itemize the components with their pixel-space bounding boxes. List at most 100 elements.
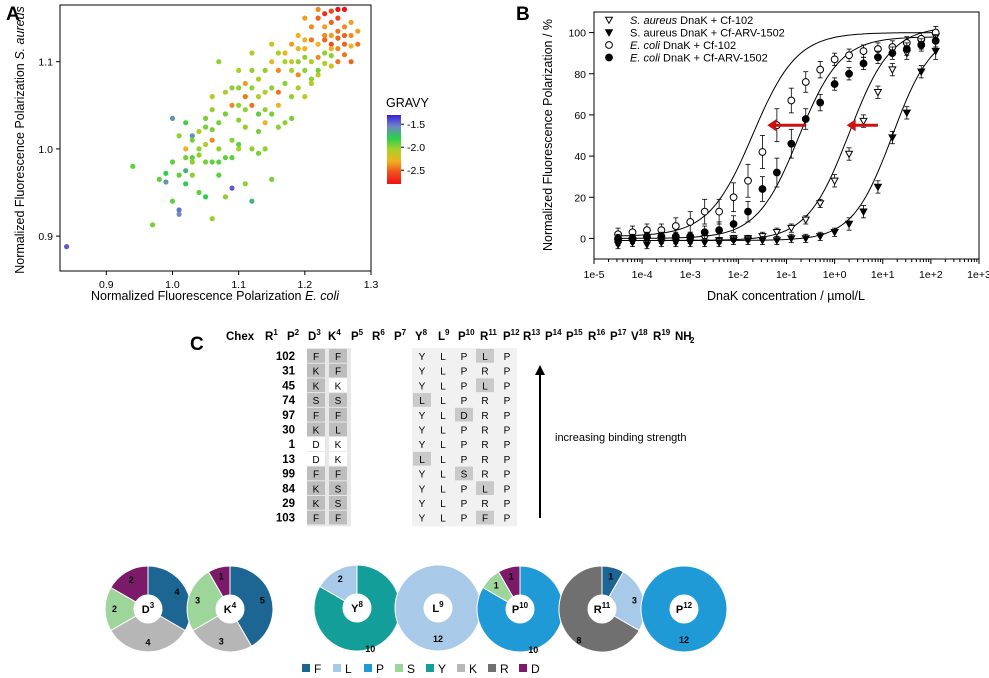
legend-swatch bbox=[333, 664, 341, 672]
residue-cell-background bbox=[329, 422, 347, 437]
scatter-point bbox=[203, 124, 209, 130]
legend-label: S bbox=[407, 662, 415, 676]
header-residue-position: 2 bbox=[295, 328, 300, 337]
residue-cell: L bbox=[482, 352, 488, 363]
scatter-point bbox=[150, 222, 156, 228]
residue-cell: D bbox=[460, 411, 467, 422]
data-marker bbox=[873, 89, 883, 97]
data-marker bbox=[902, 45, 911, 53]
header-residue-letter: P bbox=[351, 331, 359, 343]
scatter-point bbox=[302, 67, 308, 73]
scatter-point bbox=[216, 120, 222, 126]
header-residue-position: 16 bbox=[596, 328, 605, 337]
scatter-point bbox=[302, 37, 308, 43]
scatter-point bbox=[262, 107, 268, 113]
colorbar-title: GRAVY bbox=[386, 96, 429, 110]
residue-cell-background bbox=[307, 437, 325, 451]
residue-cell: L bbox=[419, 396, 425, 407]
chex-id: 103 bbox=[276, 513, 295, 525]
scatter-point bbox=[289, 67, 295, 73]
x-tick-label: 1.0 bbox=[165, 279, 180, 291]
header-residue-position: 11 bbox=[488, 328, 497, 337]
scatter-point bbox=[222, 89, 228, 95]
header-residue-position: 4 bbox=[336, 328, 341, 337]
panel-b-data-points bbox=[613, 26, 940, 250]
pie-center-label: D3 bbox=[142, 601, 155, 616]
pie-center-label: R11 bbox=[594, 601, 611, 616]
scatter-point bbox=[209, 107, 215, 113]
data-marker bbox=[614, 234, 622, 243]
data-marker bbox=[888, 134, 897, 142]
scatter-point bbox=[315, 72, 321, 78]
data-marker bbox=[605, 41, 613, 49]
data-marker bbox=[604, 29, 614, 37]
chex-id: 74 bbox=[282, 395, 295, 407]
header-residue-letter: P bbox=[566, 331, 574, 343]
scatter-point bbox=[216, 146, 222, 152]
scatter-point bbox=[222, 155, 228, 161]
scatter-point bbox=[229, 155, 235, 161]
scatter-point bbox=[295, 85, 301, 91]
data-marker bbox=[714, 239, 724, 247]
residue-cell: L bbox=[482, 381, 488, 392]
scatter-point bbox=[302, 54, 308, 60]
residue-cell-background bbox=[307, 451, 325, 466]
scatter-point bbox=[341, 32, 348, 39]
residue-cell-background bbox=[307, 349, 325, 363]
binding-strength-label: increasing binding strength bbox=[555, 432, 686, 444]
x-tick-label: 1e-1 bbox=[776, 269, 797, 281]
residue-cell: P bbox=[461, 352, 468, 363]
header-residue: L9 bbox=[438, 328, 450, 343]
residue-cell: Y bbox=[419, 470, 426, 481]
residue-cell-background bbox=[329, 510, 347, 525]
data-marker bbox=[729, 193, 738, 202]
data-marker bbox=[605, 53, 613, 62]
header-residue: P10 bbox=[458, 328, 475, 343]
header-residue-letter: Chex bbox=[226, 331, 255, 343]
pie-center-residue: R bbox=[594, 604, 602, 616]
data-marker bbox=[830, 229, 839, 237]
header-residue-letter: P bbox=[545, 331, 553, 343]
scatter-point bbox=[236, 67, 242, 73]
scatter-point bbox=[282, 59, 288, 65]
scatter-point bbox=[328, 63, 334, 69]
x-tick-label: 1e+0 bbox=[823, 269, 847, 281]
residue-cell-background bbox=[413, 393, 431, 407]
residue-cell-background bbox=[329, 349, 347, 363]
pie-slice-count: 8 bbox=[576, 635, 581, 645]
scatter-point bbox=[216, 59, 222, 65]
data-marker bbox=[888, 49, 897, 58]
shift-arrow-head bbox=[846, 119, 856, 132]
residue-cell: L bbox=[419, 455, 425, 466]
scatter-point bbox=[275, 102, 281, 108]
legend-entry: E. coli DnaK + Cf-102 bbox=[630, 40, 736, 52]
data-marker bbox=[830, 80, 839, 88]
residue-cell: L bbox=[440, 514, 446, 525]
panel-b-arrows bbox=[767, 119, 878, 132]
pie-chart: 10 2 Y8 bbox=[313, 564, 401, 654]
scatter-point bbox=[295, 59, 301, 65]
scatter-point bbox=[335, 15, 341, 21]
residue-cell: L bbox=[440, 411, 446, 422]
data-marker bbox=[801, 216, 810, 225]
scatter-point bbox=[295, 32, 301, 39]
header-residue: P12 bbox=[503, 328, 520, 343]
residue-cell-background bbox=[307, 481, 325, 495]
data-marker bbox=[715, 226, 724, 235]
header-residue-position: 15 bbox=[574, 328, 583, 337]
residue-cell-background bbox=[307, 496, 325, 510]
scatter-point bbox=[302, 46, 308, 52]
scatter-point bbox=[348, 59, 354, 65]
scatter-point bbox=[302, 15, 308, 21]
scatter-point bbox=[322, 60, 328, 66]
data-marker bbox=[859, 208, 868, 217]
scatter-point bbox=[169, 198, 176, 204]
scatter-point bbox=[275, 89, 281, 95]
residue-cell: P bbox=[504, 514, 511, 525]
data-marker bbox=[758, 185, 767, 193]
header-residue-position: 1 bbox=[273, 328, 278, 337]
residue-cell: R bbox=[481, 426, 488, 437]
pie-center-hole bbox=[342, 593, 372, 623]
panel-a-y-axis-label: Normalized Fluorescence Polarization S. … bbox=[13, 6, 27, 274]
header-residue-position: 18 bbox=[639, 328, 648, 337]
